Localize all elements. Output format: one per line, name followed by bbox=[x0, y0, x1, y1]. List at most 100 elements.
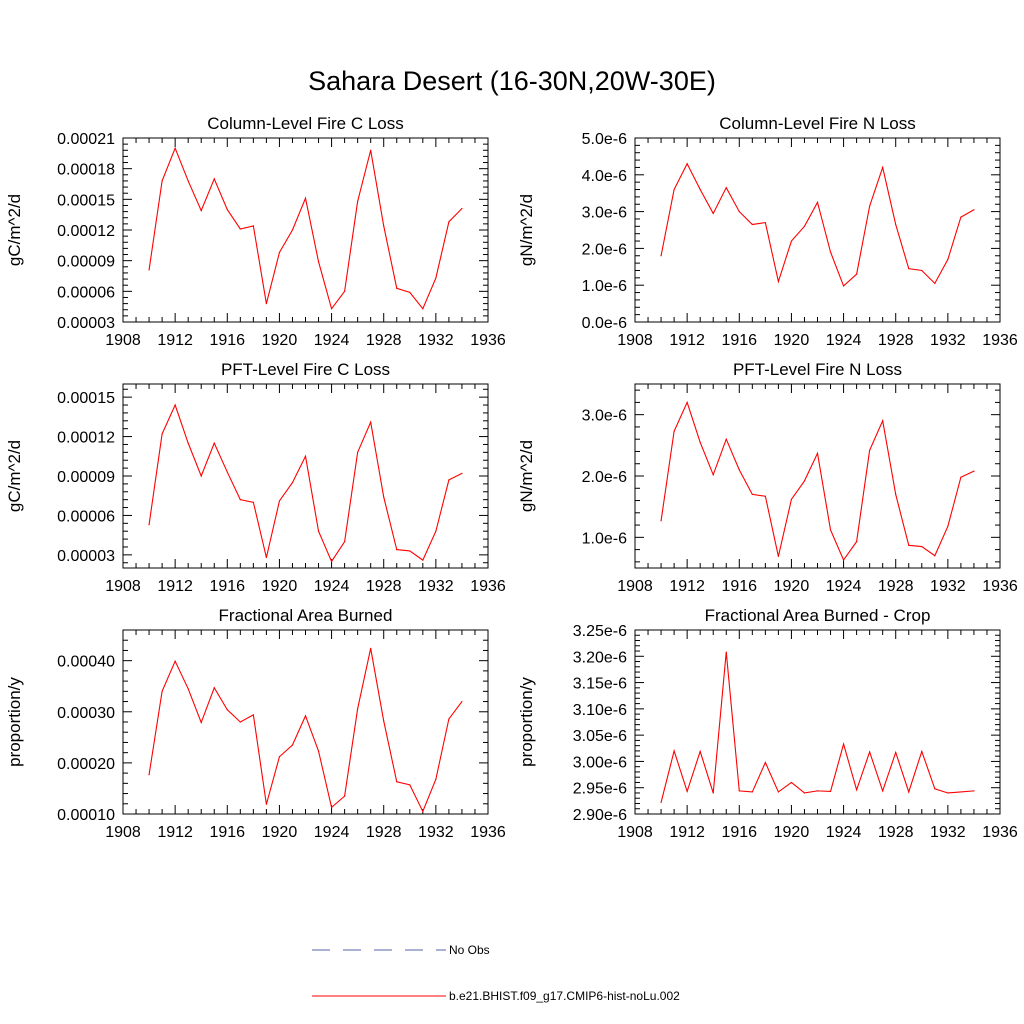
data-point bbox=[200, 721, 202, 724]
data-point bbox=[921, 750, 923, 753]
x-tick-label: 1924 bbox=[314, 824, 350, 841]
data-point bbox=[383, 720, 385, 722]
legend: No Obs b.e21.BHIST.f09_g17.CMIP6-hist-noL… bbox=[312, 943, 680, 1003]
data-point bbox=[330, 806, 333, 808]
data-point bbox=[764, 222, 766, 224]
y-tick-label: 0.00015 bbox=[57, 192, 115, 209]
data-point bbox=[239, 228, 241, 230]
x-tick-label: 1936 bbox=[982, 578, 1018, 595]
data-point bbox=[842, 743, 845, 745]
data-point bbox=[461, 700, 463, 703]
data-point bbox=[161, 433, 163, 435]
y-tick-label: 0.00015 bbox=[57, 390, 115, 407]
data-point bbox=[882, 166, 884, 169]
y-tick-label: 0.00012 bbox=[57, 430, 115, 447]
y-tick-label: 3.0e-6 bbox=[582, 205, 627, 222]
data-point bbox=[396, 781, 398, 783]
x-tick-label: 1924 bbox=[314, 332, 350, 349]
x-tick-label: 1912 bbox=[157, 824, 193, 841]
data-point bbox=[856, 273, 858, 275]
y-tick-label: 5.0e-6 bbox=[582, 131, 627, 148]
data-point bbox=[869, 449, 871, 451]
data-point bbox=[226, 208, 228, 211]
data-point bbox=[947, 258, 949, 261]
data-point bbox=[973, 790, 975, 792]
data-point bbox=[803, 792, 806, 794]
panel-4: PFT-Level Fire N Loss 1908 1912 1916 1920 192… bbox=[517, 360, 1018, 595]
x-tick-label: 1920 bbox=[774, 824, 810, 841]
data-point bbox=[461, 472, 463, 474]
panel-6: Fractional Area Burned - Crop 1908 1912 191… bbox=[517, 606, 1018, 841]
data-point bbox=[213, 687, 215, 689]
y-tick-label: 2.90e-6 bbox=[573, 807, 627, 824]
x-tick-label: 1916 bbox=[209, 824, 245, 841]
data-point bbox=[344, 795, 346, 797]
y-tick-label: 3.0e-6 bbox=[582, 408, 627, 425]
data-point bbox=[699, 188, 701, 191]
data-point bbox=[174, 147, 176, 149]
y-tick-label: 0.00003 bbox=[57, 315, 115, 332]
x-tick-label: 1916 bbox=[721, 578, 757, 595]
data-point bbox=[448, 718, 450, 720]
data-point bbox=[869, 751, 871, 753]
data-point bbox=[908, 544, 910, 546]
data-point bbox=[842, 285, 845, 287]
data-point bbox=[764, 495, 766, 497]
x-tick-label: 1932 bbox=[930, 332, 966, 349]
series-line bbox=[148, 403, 463, 563]
data-point bbox=[921, 269, 923, 272]
data-point bbox=[790, 240, 793, 242]
y-axis-label: gC/m^2/d bbox=[5, 194, 24, 266]
data-point bbox=[174, 660, 176, 662]
data-point bbox=[383, 225, 385, 227]
data-point bbox=[357, 200, 359, 202]
data-point bbox=[673, 750, 675, 752]
x-tick-label: 1928 bbox=[878, 578, 914, 595]
x-tick-label: 1908 bbox=[105, 824, 141, 841]
data-point bbox=[738, 790, 740, 792]
data-point bbox=[265, 803, 267, 805]
panel-title: PFT-Level Fire C Loss bbox=[221, 360, 390, 379]
data-point bbox=[161, 180, 163, 182]
data-point bbox=[187, 180, 189, 182]
data-point bbox=[777, 280, 779, 283]
data-point bbox=[252, 501, 254, 503]
x-tick-label: 1928 bbox=[878, 824, 914, 841]
y-tick-label: 0.00009 bbox=[57, 469, 115, 486]
data-point bbox=[213, 442, 215, 444]
data-point bbox=[148, 774, 150, 776]
data-point bbox=[148, 269, 150, 271]
x-tick-label: 1932 bbox=[930, 824, 966, 841]
data-point bbox=[148, 524, 150, 526]
data-point bbox=[895, 223, 897, 226]
data-point bbox=[330, 308, 333, 310]
x-tick-label: 1932 bbox=[418, 578, 454, 595]
data-point bbox=[934, 555, 936, 557]
data-point bbox=[856, 541, 858, 543]
x-tick-label: 1932 bbox=[418, 824, 454, 841]
data-point bbox=[699, 750, 701, 753]
panel-title: Fractional Area Burned bbox=[219, 606, 393, 625]
y-tick-label: 0.00009 bbox=[57, 254, 115, 271]
x-tick-label: 1920 bbox=[774, 332, 810, 349]
series-line bbox=[660, 652, 974, 803]
data-point bbox=[686, 401, 688, 403]
data-point bbox=[161, 690, 163, 692]
panel-3: PFT-Level Fire C Loss 1908 1912 1916 1920 192… bbox=[5, 360, 506, 595]
panel-title: Column-Level Fire N Loss bbox=[719, 114, 916, 133]
y-axis-label: gN/m^2/d bbox=[517, 194, 536, 266]
x-tick-label: 1936 bbox=[982, 332, 1018, 349]
data-point bbox=[278, 756, 281, 758]
data-point bbox=[174, 404, 176, 406]
data-point bbox=[973, 470, 975, 472]
x-tick-label: 1908 bbox=[105, 578, 141, 595]
x-tick-label: 1928 bbox=[878, 332, 914, 349]
x-tick-label: 1908 bbox=[617, 332, 653, 349]
plot-frame bbox=[122, 137, 489, 323]
series-line bbox=[660, 400, 975, 562]
y-tick-label: 3.20e-6 bbox=[573, 649, 627, 666]
data-point bbox=[422, 308, 424, 310]
data-point bbox=[816, 201, 819, 203]
x-tick-label: 1912 bbox=[157, 578, 193, 595]
data-point bbox=[869, 205, 871, 207]
